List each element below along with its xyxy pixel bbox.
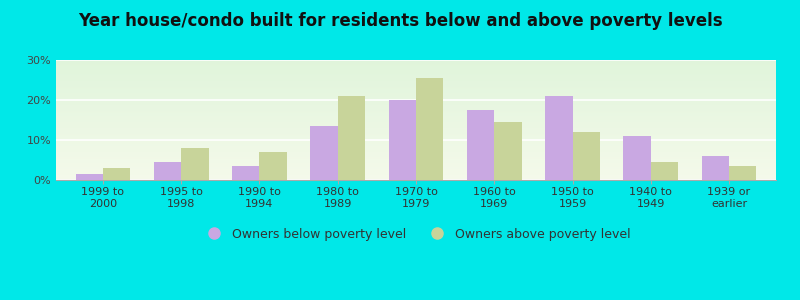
- Bar: [338, 96, 365, 180]
- Bar: [389, 100, 416, 180]
- Bar: [545, 96, 573, 180]
- Bar: [182, 148, 209, 180]
- Bar: [259, 152, 287, 180]
- Bar: [623, 136, 650, 180]
- Bar: [702, 156, 729, 180]
- Bar: [310, 126, 338, 180]
- Bar: [154, 162, 182, 180]
- Bar: [416, 78, 443, 180]
- Bar: [467, 110, 494, 180]
- Text: Year house/condo built for residents below and above poverty levels: Year house/condo built for residents bel…: [78, 12, 722, 30]
- Bar: [650, 162, 678, 180]
- Bar: [75, 174, 103, 180]
- Legend: Owners below poverty level, Owners above poverty level: Owners below poverty level, Owners above…: [197, 223, 635, 246]
- Bar: [729, 166, 757, 180]
- Bar: [232, 166, 259, 180]
- Bar: [573, 132, 600, 180]
- Bar: [103, 168, 130, 180]
- Bar: [494, 122, 522, 180]
